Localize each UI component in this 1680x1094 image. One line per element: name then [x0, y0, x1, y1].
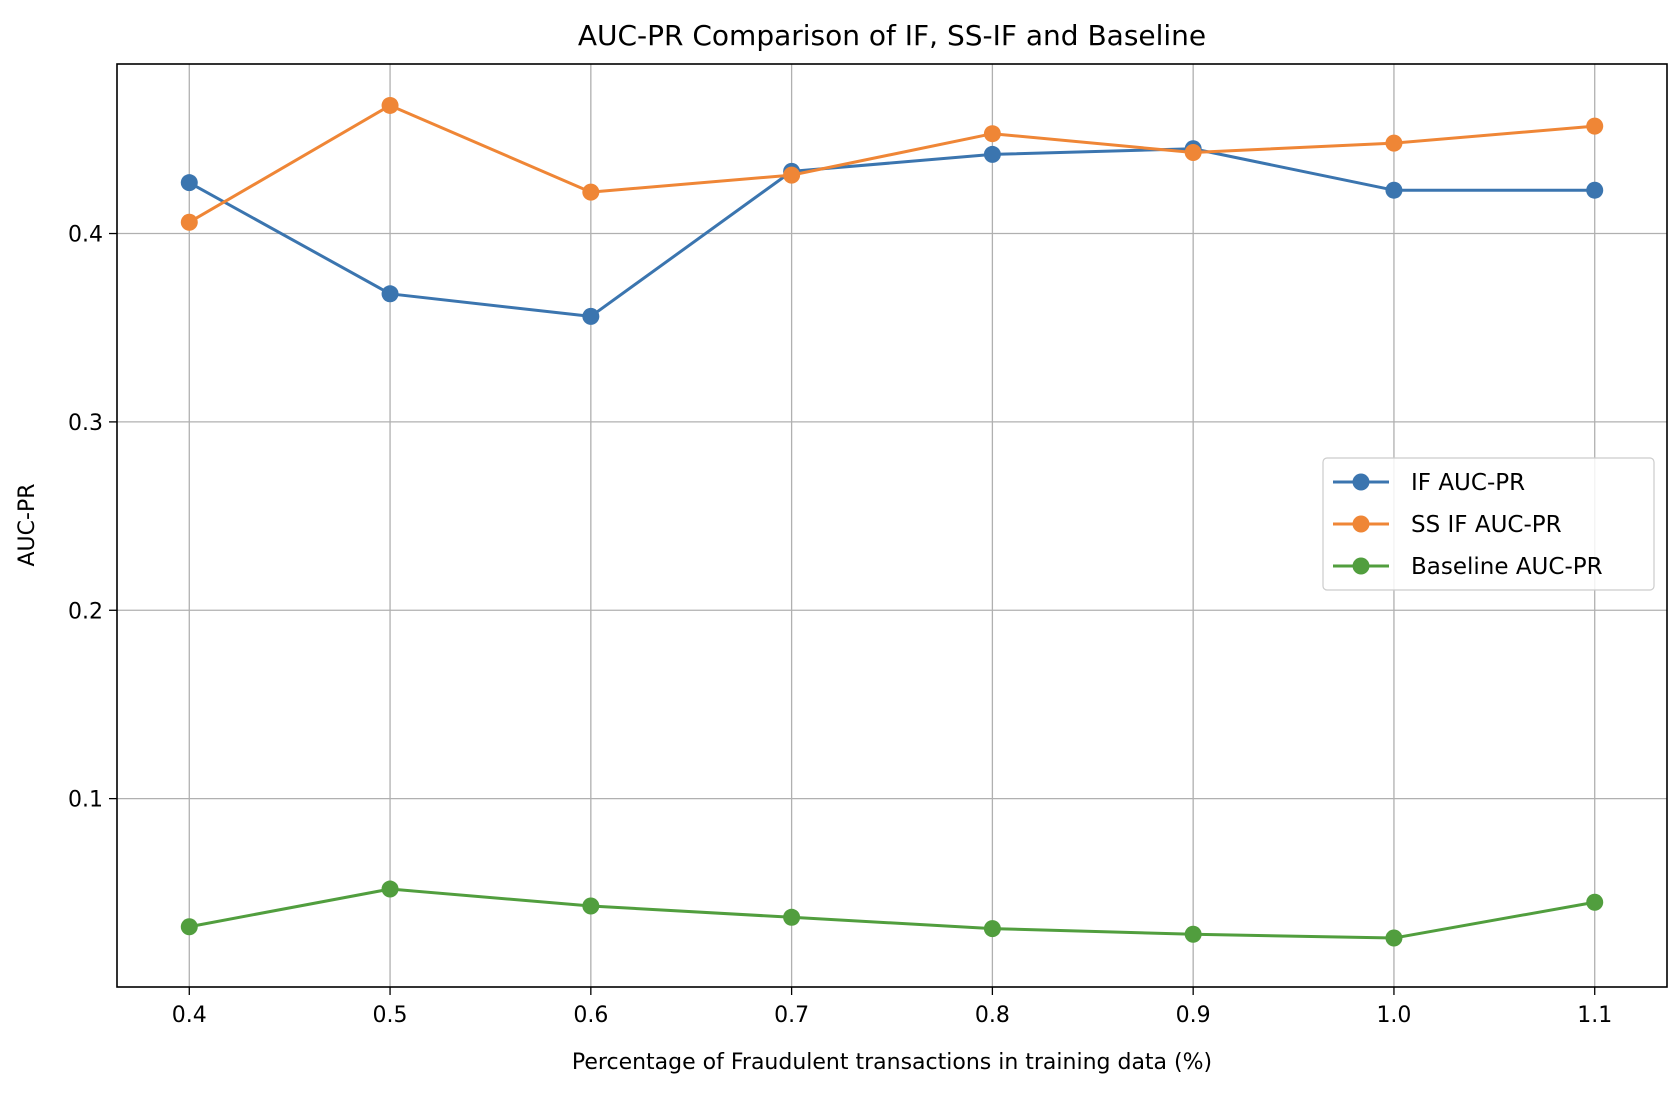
plot-area-frame [116, 63, 1668, 988]
data-point-baseline-auc-pr [582, 897, 600, 915]
data-point-baseline-auc-pr [381, 880, 399, 898]
y-axis-label: AUC-PR [15, 483, 40, 566]
legend-entries: IF AUC-PR SS IF AUC-PR Baseline AUC-PR [1333, 470, 1603, 580]
data-point-baseline-auc-pr [983, 920, 1001, 938]
legend-box [1322, 457, 1655, 591]
y-tick-label: 0.3 [68, 411, 103, 436]
chart-title: AUC-PR Comparison of IF, SS-IF and Basel… [578, 19, 1206, 52]
series-line-if-auc-pr [188, 147, 1595, 318]
series-baseline-auc-pr [180, 880, 1604, 947]
x-tick-label: 0.6 [573, 1003, 608, 1028]
legend-entry-baseline-auc-pr: Baseline AUC-PR [1333, 554, 1603, 580]
data-point-baseline-auc-pr [1184, 925, 1202, 943]
x-tick-label: 1.0 [1376, 1003, 1411, 1028]
data-point-if-auc-pr [983, 145, 1001, 163]
data-point-if-auc-pr [1385, 181, 1403, 199]
grid [117, 64, 1667, 987]
data-point-ss-if-auc-pr [180, 213, 198, 231]
legend-label: SS IF AUC-PR [1411, 512, 1562, 538]
series-line-baseline-auc-pr [189, 887, 1595, 940]
data-point-if-auc-pr [1586, 181, 1604, 199]
x-tick-label: 0.8 [975, 1003, 1010, 1028]
series-layer [180, 96, 1604, 947]
y-tick-label: 0.2 [68, 599, 103, 624]
data-point-ss-if-auc-pr [381, 96, 399, 114]
data-point-baseline-auc-pr [180, 918, 198, 936]
y-tick-label: 0.1 [68, 788, 103, 813]
data-point-ss-if-auc-pr [1586, 117, 1604, 135]
series-ss-if-auc-pr [180, 96, 1604, 231]
legend-entry-ss-if-auc-pr: SS IF AUC-PR [1333, 512, 1562, 538]
legend-label: IF AUC-PR [1411, 470, 1525, 496]
legend-marker [1352, 557, 1370, 575]
data-point-baseline-auc-pr [1385, 929, 1403, 947]
data-point-ss-if-auc-pr [1385, 134, 1403, 152]
x-tick-label: 0.4 [172, 1003, 207, 1028]
legend-marker [1352, 515, 1370, 533]
data-point-if-auc-pr [180, 174, 198, 192]
legend-marker [1352, 473, 1370, 491]
x-tick-label: 1.1 [1577, 1003, 1612, 1028]
x-tick-label: 0.7 [774, 1003, 809, 1028]
data-point-if-auc-pr [381, 285, 399, 303]
y-tick-label: 0.4 [68, 223, 103, 248]
data-point-ss-if-auc-pr [983, 125, 1001, 143]
data-point-baseline-auc-pr [1586, 893, 1604, 911]
legend: IF AUC-PR SS IF AUC-PR Baseline AUC-PR [1322, 457, 1655, 591]
data-point-baseline-auc-pr [783, 908, 801, 926]
data-point-ss-if-auc-pr [1184, 144, 1202, 162]
data-point-ss-if-auc-pr [783, 166, 801, 184]
series-line-ss-if-auc-pr [188, 103, 1595, 224]
legend-entry-if-auc-pr: IF AUC-PR [1333, 470, 1525, 496]
data-point-ss-if-auc-pr [582, 183, 600, 201]
axis-ticks: 0.4 0.5 0.6 0.7 0.8 0.9 1.0 1.1 0.1 0.2 0.3 0.4 [68, 223, 1612, 1028]
x-tick-label: 0.5 [373, 1003, 408, 1028]
x-tick-label: 0.9 [1176, 1003, 1211, 1028]
data-point-if-auc-pr [582, 307, 600, 325]
legend-label: Baseline AUC-PR [1411, 554, 1603, 580]
x-axis-label: Percentage of Fraudulent transactions in… [572, 1050, 1212, 1075]
